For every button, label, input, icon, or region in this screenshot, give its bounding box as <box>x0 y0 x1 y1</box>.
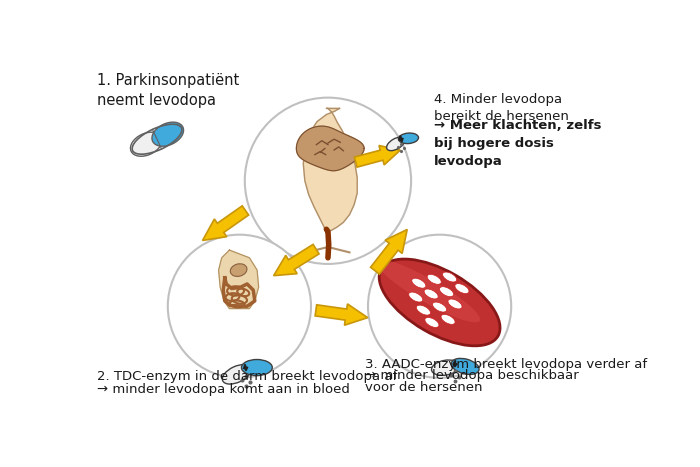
Polygon shape <box>202 206 248 241</box>
Text: → minder levodopa komt aan in bloed: → minder levodopa komt aan in bloed <box>97 382 350 396</box>
Ellipse shape <box>425 318 439 327</box>
Ellipse shape <box>398 133 419 144</box>
Ellipse shape <box>130 132 162 156</box>
Ellipse shape <box>442 272 456 282</box>
Polygon shape <box>296 126 364 171</box>
Ellipse shape <box>433 302 447 312</box>
Polygon shape <box>274 244 319 276</box>
Ellipse shape <box>424 289 438 299</box>
Ellipse shape <box>230 264 247 276</box>
Ellipse shape <box>376 260 480 322</box>
Ellipse shape <box>416 305 430 315</box>
Ellipse shape <box>431 360 460 375</box>
Polygon shape <box>370 229 407 274</box>
Circle shape <box>368 235 511 378</box>
Circle shape <box>245 98 411 264</box>
Text: 1. Parkinsonpatiënt
neemt levodopa: 1. Parkinsonpatiënt neemt levodopa <box>97 73 239 108</box>
Ellipse shape <box>452 358 479 375</box>
Ellipse shape <box>379 259 500 346</box>
Ellipse shape <box>152 122 183 146</box>
Polygon shape <box>303 108 357 232</box>
Ellipse shape <box>412 278 426 288</box>
Text: 4. Minder levodopa
bereikt de hersenen: 4. Minder levodopa bereikt de hersenen <box>434 93 569 123</box>
Ellipse shape <box>223 365 251 384</box>
Ellipse shape <box>386 137 405 151</box>
Circle shape <box>168 235 311 378</box>
Ellipse shape <box>427 275 441 284</box>
Ellipse shape <box>441 314 455 325</box>
Ellipse shape <box>440 287 454 297</box>
Text: → minder levodopa beschikbaar: → minder levodopa beschikbaar <box>365 369 579 382</box>
Text: 2. TDC-enzym in de darm breekt levodopa af: 2. TDC-enzym in de darm breekt levodopa … <box>97 370 397 383</box>
Ellipse shape <box>241 360 272 375</box>
Text: → Meer klachten, zelfs
bij hogere dosis
levodopa: → Meer klachten, zelfs bij hogere dosis … <box>434 119 602 168</box>
Ellipse shape <box>409 292 423 302</box>
Polygon shape <box>315 304 368 325</box>
Ellipse shape <box>448 299 462 309</box>
Ellipse shape <box>455 283 469 294</box>
Polygon shape <box>354 146 400 167</box>
Text: voor de hersenen: voor de hersenen <box>365 381 482 394</box>
Polygon shape <box>218 250 258 309</box>
Text: 3. AADC-enzym breekt levodopa verder af: 3. AADC-enzym breekt levodopa verder af <box>365 358 647 371</box>
